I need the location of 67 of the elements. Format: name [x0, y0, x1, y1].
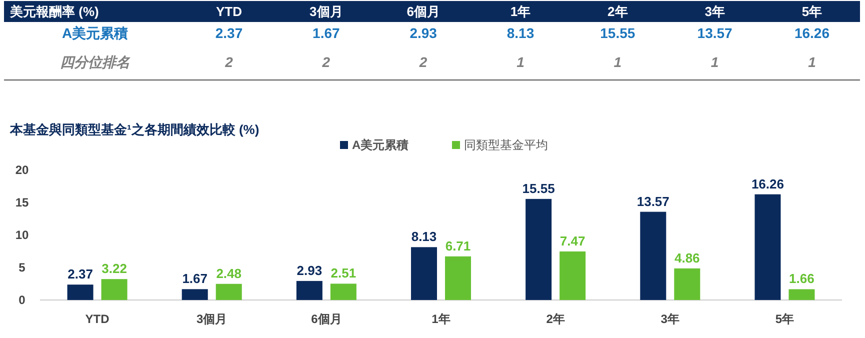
x-tick-label: 3個月	[196, 312, 228, 326]
bar	[330, 284, 356, 300]
category-label: 5年	[802, 4, 822, 19]
data-label: 13.57	[636, 194, 670, 209]
data-label: 2.48	[216, 266, 242, 281]
data-label: 3.22	[102, 261, 127, 276]
text: 2	[225, 54, 233, 70]
bar	[296, 280, 322, 300]
text: 2	[419, 54, 428, 70]
text: 8.13	[506, 25, 534, 41]
x-tick-label: YTD	[85, 312, 110, 326]
data-label: 16.26	[751, 176, 784, 192]
bar	[788, 289, 815, 300]
y-tick-label: 15	[15, 196, 29, 210]
category-label: 四分位排名	[60, 54, 130, 70]
category-label: 3個月	[310, 4, 343, 19]
legend-label: 同類型基金平均	[464, 138, 548, 152]
bar	[182, 289, 208, 300]
data-label: 15.55	[522, 180, 555, 196]
category-label: 6個月	[406, 4, 440, 19]
category-label: 1年	[510, 4, 531, 19]
y-tick-label: 10	[15, 228, 29, 242]
data-label: 1.66	[789, 271, 814, 286]
data-label: 2.93	[296, 262, 322, 278]
data-label: 7.47	[560, 233, 586, 248]
text: 1.67	[312, 25, 340, 41]
y-tick-label: 5	[18, 260, 26, 274]
text: 2	[322, 54, 330, 70]
bar	[216, 284, 242, 300]
text: 13.57	[697, 25, 732, 41]
text: 美元報酬率 (%)	[9, 4, 99, 19]
category-label: YTD	[216, 4, 242, 19]
category-label: 2年	[608, 4, 628, 19]
y-tick-label: 20	[15, 163, 29, 177]
text: 1	[710, 54, 719, 70]
category-label: 3年	[704, 4, 725, 19]
text: 2.37	[215, 25, 243, 41]
bar	[445, 256, 471, 300]
data-label: 2.51	[330, 266, 356, 281]
text: 1	[614, 54, 622, 70]
text: 2.93	[410, 25, 437, 41]
text: 1	[808, 54, 816, 70]
x-tick-label: 6個月	[311, 312, 342, 326]
legend-label: A美元累積	[352, 138, 409, 152]
data-label: 8.13	[411, 229, 437, 244]
bar	[754, 194, 781, 300]
x-tick-label: 1年	[432, 312, 450, 326]
bar	[526, 198, 552, 300]
x-tick-label: 3年	[660, 312, 680, 326]
data-label: 4.86	[674, 250, 700, 266]
bar	[67, 284, 94, 300]
x-tick-label: 2年	[546, 312, 565, 326]
bar	[101, 279, 128, 300]
chart-title: 本基金與同類型基金¹之各期間績效比較 (%)	[9, 122, 260, 137]
data-label: 6.71	[445, 238, 471, 254]
y-tick-label: 0	[18, 293, 26, 307]
x-tick-label: 5年	[775, 312, 794, 326]
bar	[560, 251, 586, 300]
bar	[640, 212, 666, 300]
text: 15.55	[600, 25, 636, 41]
bar	[411, 247, 437, 300]
data-label: 2.37	[68, 266, 93, 282]
bar	[674, 268, 700, 300]
data-label: 1.67	[182, 271, 208, 286]
category-label: A美元累積	[62, 25, 128, 41]
text: 1	[516, 54, 524, 70]
text: 16.26	[794, 25, 830, 41]
